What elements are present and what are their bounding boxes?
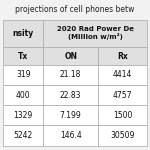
Bar <box>98 85 147 105</box>
Bar <box>3 65 43 85</box>
Bar <box>3 85 43 105</box>
Text: ON: ON <box>64 52 77 61</box>
Text: nsity: nsity <box>13 29 34 38</box>
Bar <box>98 47 147 65</box>
Bar <box>3 47 43 65</box>
Bar <box>3 20 43 47</box>
Text: Rx: Rx <box>117 52 128 61</box>
Text: 400: 400 <box>16 91 30 100</box>
Bar <box>3 125 43 146</box>
Text: 22.83: 22.83 <box>60 91 81 100</box>
Bar <box>43 125 98 146</box>
Bar <box>43 105 98 125</box>
Text: 4414: 4414 <box>113 70 132 80</box>
Bar <box>3 105 43 125</box>
Bar <box>98 65 147 85</box>
Text: 1329: 1329 <box>14 111 33 120</box>
Bar <box>98 125 147 146</box>
Text: 2020 Rad Power De
(Million w/m²): 2020 Rad Power De (Million w/m²) <box>57 26 134 40</box>
Bar <box>98 105 147 125</box>
Text: 319: 319 <box>16 70 30 80</box>
Text: 5242: 5242 <box>14 131 33 140</box>
Text: projections of cell phones betw: projections of cell phones betw <box>15 4 135 14</box>
Text: Tx: Tx <box>18 52 28 61</box>
Bar <box>43 65 98 85</box>
Text: 1500: 1500 <box>113 111 132 120</box>
Text: 146.4: 146.4 <box>60 131 82 140</box>
Text: 21.18: 21.18 <box>60 70 81 80</box>
Bar <box>43 47 98 65</box>
Text: 4757: 4757 <box>113 91 132 100</box>
Bar <box>43 20 147 47</box>
Bar <box>43 85 98 105</box>
Text: 7.199: 7.199 <box>60 111 82 120</box>
Text: 30509: 30509 <box>110 131 135 140</box>
